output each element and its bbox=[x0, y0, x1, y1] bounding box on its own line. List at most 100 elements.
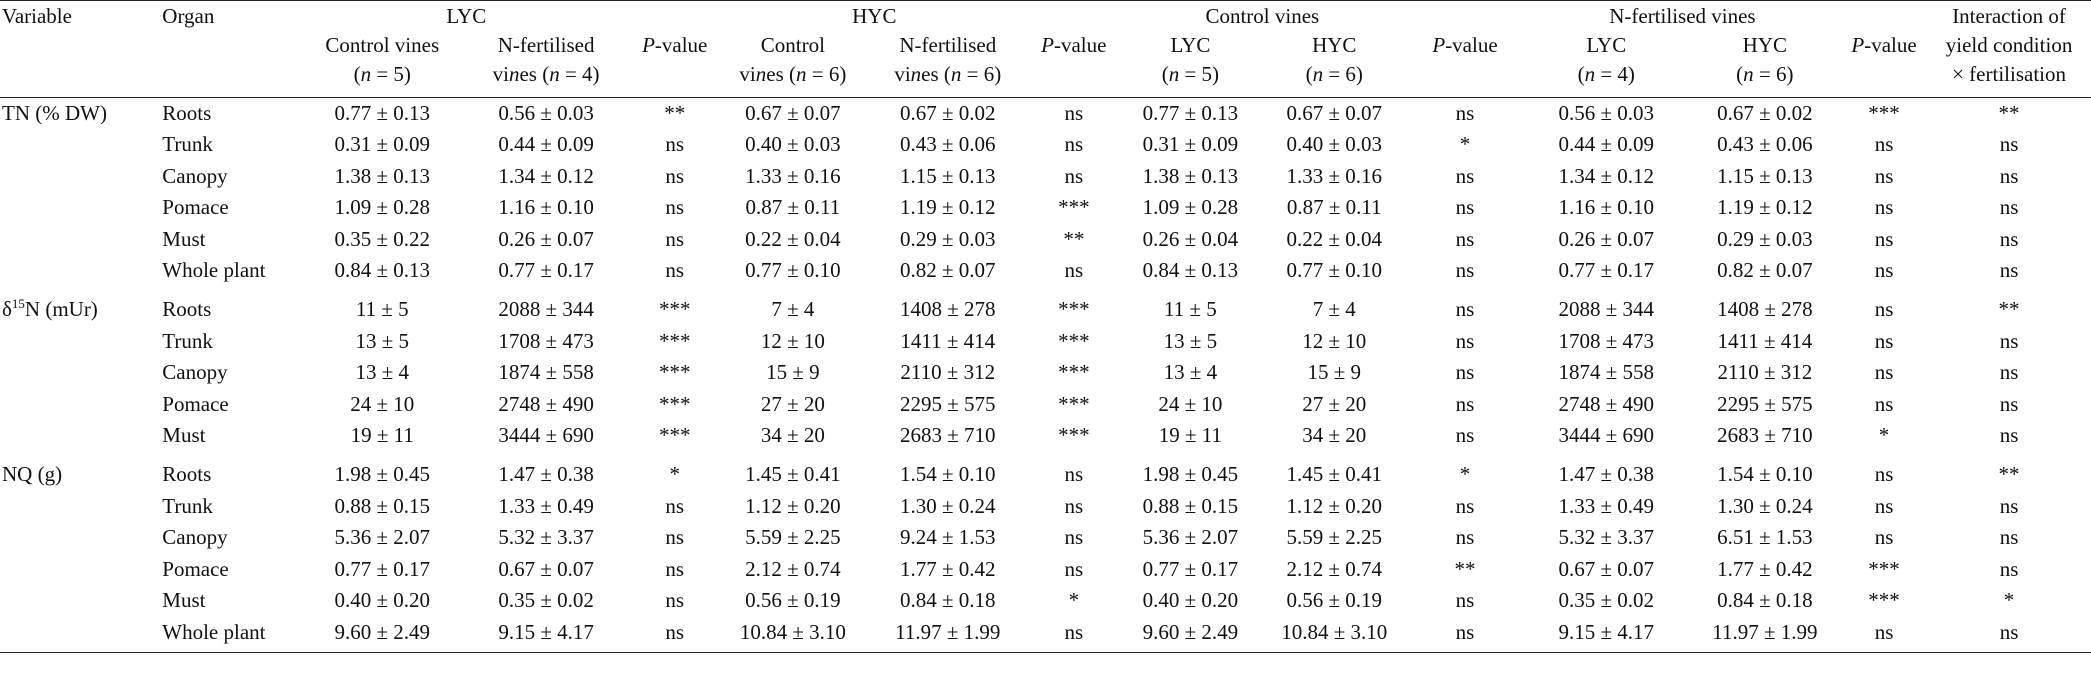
header-group-control: Control vines bbox=[1118, 0, 1407, 31]
value-cell: 12 ± 10 bbox=[1302, 328, 1367, 353]
value-cell: * bbox=[1459, 462, 1471, 487]
value-cell: 11.97 ± 1.99 bbox=[1688, 616, 1841, 653]
value-cell: 0.77 ± 0.13 bbox=[1142, 101, 1239, 125]
value-cell: 19 ± 11 bbox=[1158, 423, 1223, 448]
value-cell: 2748 ± 490 bbox=[498, 391, 594, 416]
value-cell: ns bbox=[1064, 101, 1084, 125]
value-cell: ns bbox=[1455, 226, 1475, 251]
value-cell: 0.56 ± 0.19 bbox=[1286, 588, 1383, 613]
variable-cell bbox=[0, 389, 152, 420]
header-interaction-1: Interaction of bbox=[1927, 0, 2091, 31]
value-cell: 1.33 ± 0.16 bbox=[745, 163, 841, 188]
value-cell: ns bbox=[1999, 525, 2019, 550]
value-cell: 0.56 ± 0.03 bbox=[498, 101, 594, 125]
header-interaction-3: × fertilisation bbox=[1927, 60, 2091, 98]
value-cell: ns bbox=[1999, 556, 2019, 581]
value-cell: *** bbox=[658, 360, 691, 385]
value-cell: 1.16 ± 0.10 bbox=[498, 195, 594, 220]
value-cell: 0.67 ± 0.07 bbox=[498, 556, 594, 581]
table-row: Pomace 24 ± 10 2748 ± 490 *** 27 ± 20 2295 ± … bbox=[0, 389, 2091, 420]
value-cell: 24 ± 10 bbox=[350, 391, 415, 416]
value-cell: ns bbox=[1874, 462, 1894, 487]
value-cell: 0.84 ± 0.18 bbox=[1717, 588, 1813, 613]
value-cell: 1408 ± 278 bbox=[900, 297, 996, 322]
value-cell: ns bbox=[1455, 588, 1475, 613]
value-cell: ns bbox=[1064, 493, 1084, 518]
value-cell: ** bbox=[1998, 462, 2020, 487]
value-cell: ns bbox=[1999, 493, 2019, 518]
value-cell: ns bbox=[1874, 226, 1894, 251]
value-cell: ns bbox=[1455, 163, 1475, 188]
value-cell: ns bbox=[1064, 525, 1084, 550]
value-cell: ns bbox=[1999, 163, 2019, 188]
value-cell: ns bbox=[1064, 258, 1084, 283]
value-cell: 1.47 ± 0.38 bbox=[1558, 462, 1655, 487]
value-cell: 0.67 ± 0.02 bbox=[900, 101, 996, 125]
value-cell: 1.33 ± 0.49 bbox=[1558, 493, 1655, 518]
variable-cell bbox=[0, 224, 152, 255]
value-cell: 1.98 ± 0.45 bbox=[334, 462, 431, 487]
header-col-label: HYC bbox=[1742, 33, 1788, 57]
value-cell: 0.88 ± 0.15 bbox=[1142, 493, 1239, 518]
organ-cell: Pomace bbox=[162, 556, 229, 581]
value-cell: 0.77 ± 0.10 bbox=[745, 258, 841, 283]
value-cell: 1.45 ± 0.41 bbox=[1286, 462, 1383, 487]
value-cell: 1874 ± 558 bbox=[498, 360, 594, 385]
organ-cell: Pomace bbox=[162, 195, 229, 220]
variable-cell: δ15N (mUr) bbox=[2, 296, 98, 322]
value-cell: ns bbox=[1455, 493, 1475, 518]
value-cell: 0.67 ± 0.07 bbox=[1558, 556, 1655, 581]
value-cell: ns bbox=[1874, 163, 1894, 188]
value-cell: 1708 ± 473 bbox=[498, 328, 594, 353]
value-cell: ns bbox=[1064, 163, 1084, 188]
variable-cell bbox=[0, 554, 152, 585]
value-cell: 7 ± 4 bbox=[771, 297, 815, 322]
value-cell: 1.30 ± 0.24 bbox=[900, 493, 996, 518]
variable-cell: TN (% DW) bbox=[2, 101, 107, 125]
header-col-label: Control vines bbox=[325, 33, 440, 57]
header-n-label: (n = 5) bbox=[1118, 60, 1263, 98]
value-cell: 0.40 ± 0.20 bbox=[1142, 588, 1239, 613]
organ-cell: Roots bbox=[162, 297, 212, 322]
value-cell: 1408 ± 278 bbox=[1717, 297, 1813, 322]
value-cell: *** bbox=[1058, 195, 1090, 220]
organ-cell: Must bbox=[162, 423, 206, 448]
value-cell: ns bbox=[1874, 258, 1894, 283]
value-cell: *** bbox=[658, 297, 691, 322]
value-cell: 0.77 ± 0.17 bbox=[334, 556, 431, 581]
value-cell: 13 ± 5 bbox=[1163, 328, 1218, 353]
value-cell: 27 ± 20 bbox=[760, 391, 825, 416]
value-cell: ** bbox=[1998, 101, 2020, 125]
table-row: Canopy 5.36 ± 2.07 5.32 ± 3.37 ns 5.59 ± 2.2… bbox=[0, 522, 2091, 553]
value-cell: 11 ± 5 bbox=[1164, 297, 1217, 322]
organ-cell: Roots bbox=[162, 101, 212, 125]
header-pvalue: P-value bbox=[1432, 33, 1498, 57]
value-cell: ** bbox=[1998, 297, 2020, 322]
value-cell: ns bbox=[1029, 616, 1119, 653]
table-row: Must 0.40 ± 0.20 0.35 ± 0.02 ns 0.56 ± 0.19 0… bbox=[0, 585, 2091, 616]
value-cell: 0.22 ± 0.04 bbox=[745, 226, 841, 251]
organ-cell: Whole plant bbox=[152, 616, 303, 653]
value-cell: ns bbox=[1999, 328, 2019, 353]
value-cell: ns bbox=[1455, 391, 1475, 416]
value-cell: 1.15 ± 0.13 bbox=[1717, 163, 1813, 188]
value-cell: 9.60 ± 2.49 bbox=[302, 616, 463, 653]
value-cell: 2683 ± 710 bbox=[900, 423, 996, 448]
value-cell: 0.67 ± 0.07 bbox=[1286, 101, 1383, 125]
value-cell: 0.43 ± 0.06 bbox=[900, 132, 996, 157]
header-col-label: N-fertilised bbox=[497, 33, 595, 57]
value-cell: 0.22 ± 0.04 bbox=[1286, 226, 1383, 251]
value-cell: * bbox=[1459, 132, 1471, 157]
value-cell: 11 ± 5 bbox=[355, 297, 409, 322]
value-cell: 2.12 ± 0.74 bbox=[1286, 556, 1383, 581]
organ-cell: Trunk bbox=[162, 493, 213, 518]
value-cell: *** bbox=[1058, 297, 1090, 322]
value-cell: ns bbox=[1874, 132, 1894, 157]
value-cell: ns bbox=[1874, 360, 1894, 385]
value-cell: 1.09 ± 0.28 bbox=[1142, 195, 1239, 220]
header-group-nfert: N-fertilised vines bbox=[1523, 0, 1841, 31]
value-cell: 1.98 ± 0.45 bbox=[1142, 462, 1239, 487]
value-cell: 1.19 ± 0.12 bbox=[900, 195, 996, 220]
value-cell: 0.84 ± 0.18 bbox=[900, 588, 996, 613]
value-cell: 5.32 ± 3.37 bbox=[498, 525, 594, 550]
